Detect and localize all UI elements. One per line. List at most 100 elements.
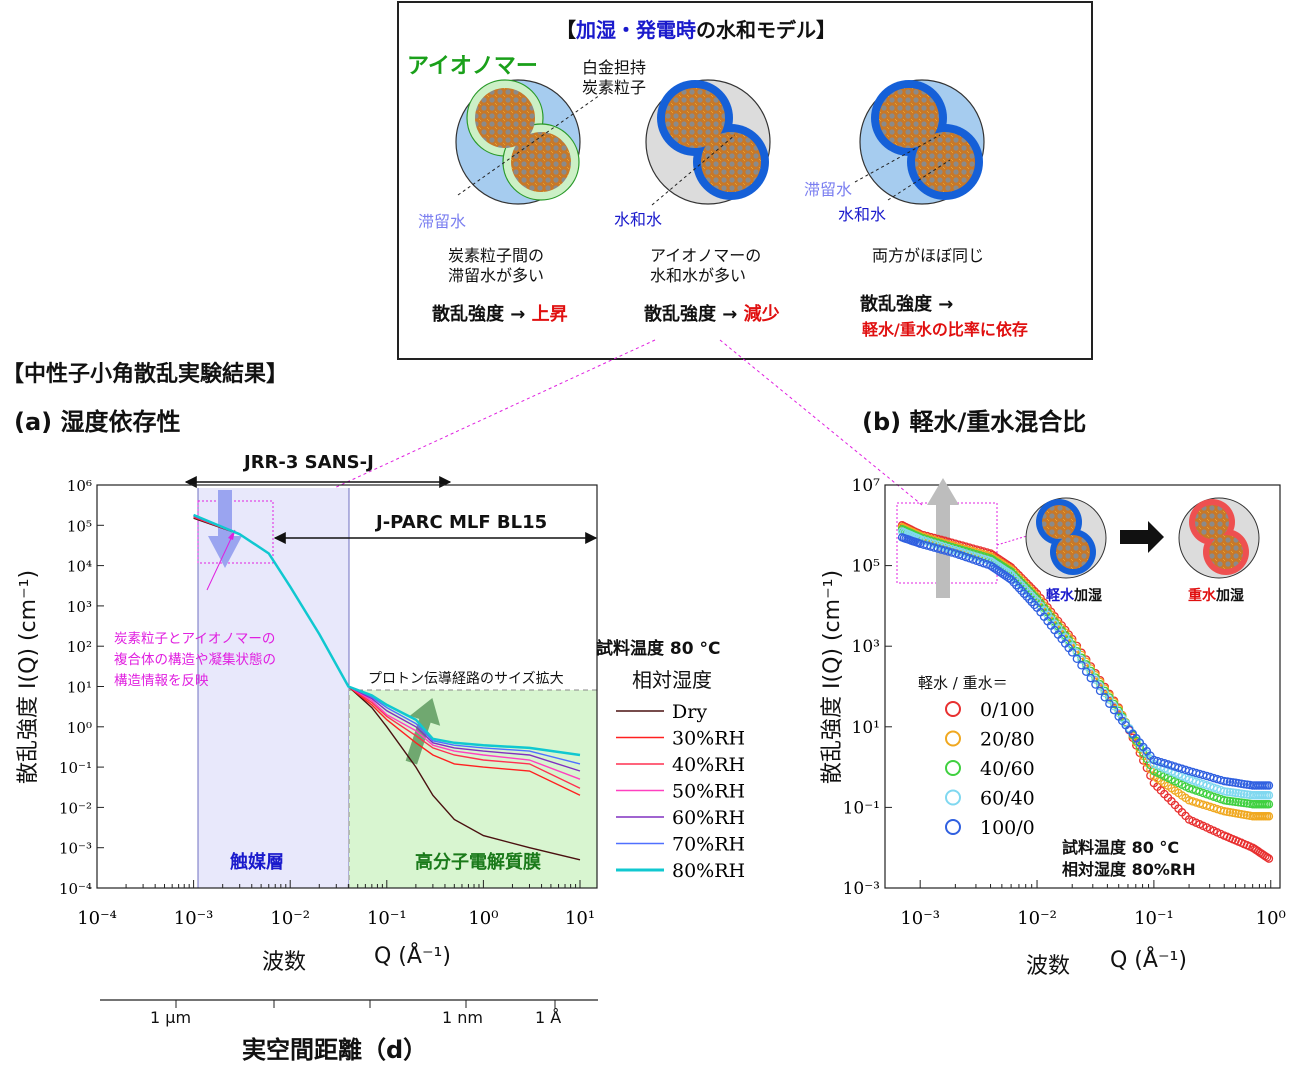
y-tick-label-b: 10⁻³: [843, 879, 880, 899]
legend-label-80%RH: 80%RH: [672, 860, 745, 882]
data-point: [1067, 648, 1077, 657]
sample-temp-b: 試料温度 80 °C: [1062, 838, 1180, 857]
light-water-caption: 軽水加湿: [1046, 588, 1102, 604]
data-point: [1219, 796, 1229, 805]
sample-temp-a: 試料温度 80 °C: [596, 639, 721, 659]
legend-label-60/40: 60/40: [980, 788, 1035, 810]
legend-label-60%RH: 60%RH: [672, 807, 745, 829]
xlabel-b-word: 波数: [1026, 954, 1071, 979]
y-tick-label-b: 10¹: [852, 718, 880, 738]
data-point: [1009, 578, 1018, 587]
x-tick-label-a: 10¹: [565, 908, 595, 929]
data-point: [1239, 789, 1249, 799]
membrane-label: 高分子電解質膜: [415, 852, 541, 873]
data-point: [1086, 673, 1096, 683]
legend-label-40%RH: 40%RH: [672, 754, 745, 776]
legend-label-0/100: 0/100: [980, 699, 1035, 721]
d-axis-label: 実空間距離（d）: [242, 1036, 428, 1064]
data-point: [1072, 654, 1082, 664]
hydration-model-both: [859, 79, 985, 205]
y-tick-label-b: 10⁻¹: [843, 798, 880, 818]
data-point: [1086, 668, 1096, 678]
jrr3-label: JRR-3 SANS-J: [244, 452, 374, 473]
x-tick-label-a: 10⁻⁴: [77, 908, 117, 929]
x-tick-label-a: 10⁻²: [270, 908, 310, 929]
hydration-water-label-2: 水和水: [614, 210, 663, 229]
data-point: [1105, 699, 1114, 708]
highlight-box-a: [197, 500, 274, 564]
light-water-particle: [1025, 497, 1107, 579]
data-point: [1222, 796, 1232, 805]
data-point: [1100, 684, 1110, 693]
data-point: [1228, 797, 1238, 806]
data-point: [1264, 791, 1274, 800]
pt-carbon-label-1: 白金担持: [582, 58, 647, 77]
data-point: [1077, 661, 1086, 670]
data-point: [1262, 853, 1272, 862]
data-point: [1234, 789, 1243, 798]
x-tick-label-b: 10⁻²: [1017, 908, 1057, 929]
data-point: [1095, 686, 1105, 696]
right-arrow-icon: [1120, 521, 1164, 553]
data-point: [1245, 799, 1255, 809]
heavy-water-particle: [1178, 497, 1260, 579]
data-point: [1014, 583, 1024, 593]
legend-marker-100/0: [945, 819, 961, 835]
model-box-title: 【加湿・発電時の水和モデル】: [556, 18, 836, 42]
data-point: [1225, 796, 1235, 806]
data-point: [1006, 575, 1016, 584]
data-point: [1077, 655, 1086, 664]
catalyst-layer-label: 触媒層: [230, 852, 284, 873]
data-point: [1017, 580, 1026, 590]
data-point: [1225, 787, 1235, 797]
legend-label-40/60: 40/60: [980, 758, 1035, 780]
data-point: [1105, 695, 1114, 704]
legend-label-Dry: Dry: [672, 701, 707, 723]
ionomer-label: アイオノマー: [407, 54, 538, 79]
desc-1b: 滞留水が多い: [448, 266, 545, 285]
legend-label-30%RH: 30%RH: [672, 728, 745, 750]
data-point: [1022, 592, 1031, 601]
data-point: [1237, 798, 1246, 807]
xlabel-b-unit: Q (Å⁻¹): [1110, 948, 1187, 973]
data-point: [1100, 688, 1110, 698]
y-tick-label-a: 10⁻¹: [59, 759, 92, 777]
legend-label-20/80: 20/80: [980, 729, 1035, 751]
pt-carbon-label-2: 炭素粒子: [582, 78, 647, 97]
data-point: [1109, 705, 1119, 715]
data-point: [1237, 789, 1246, 798]
d-tick-nm: 1 nm: [442, 1008, 483, 1027]
y-tick-label-a: 10⁰: [67, 719, 92, 737]
data-point: [1222, 787, 1232, 797]
up-arrow-head: [927, 478, 959, 505]
rh-title-a: 相対湿度: [632, 668, 712, 692]
section-title: 【中性子小角散乱実験結果】: [2, 362, 289, 387]
legend-marker-20/80: [945, 730, 961, 747]
data-point: [1219, 787, 1229, 796]
data-point: [1019, 589, 1029, 598]
scatter-depend: 軽水/重水の比率に依存: [862, 320, 1028, 339]
data-point: [1025, 595, 1034, 604]
x-tick-label-a: 10⁻¹: [367, 908, 407, 929]
data-point: [1004, 573, 1014, 583]
stagnant-water-label-1: 滞留水: [418, 212, 467, 231]
data-point: [1014, 578, 1024, 587]
x-tick-label-a: 10⁻³: [174, 908, 214, 929]
data-point: [1219, 776, 1229, 786]
desc-2b: 水和水が多い: [650, 266, 747, 285]
data-point: [1000, 571, 1010, 580]
data-point: [1091, 680, 1100, 689]
data-point: [1095, 677, 1105, 687]
legend-title-b: 軽水 / 重水＝: [918, 674, 1008, 692]
data-point: [1081, 661, 1091, 671]
x-tick-label-b: 10⁰: [1256, 908, 1286, 929]
legend-marker-40/60: [945, 760, 961, 776]
panel-a-title: (a) 湿度依存性: [14, 408, 181, 436]
ylabel-a-anchor: [0, 0, 1, 1]
y-tick-label-a: 10²: [67, 638, 92, 656]
data-point: [1264, 812, 1274, 821]
data-point: [968, 555, 978, 564]
d-tick-um: 1 μm: [150, 1008, 192, 1027]
y-tick-label-b: 10⁵: [852, 557, 881, 577]
